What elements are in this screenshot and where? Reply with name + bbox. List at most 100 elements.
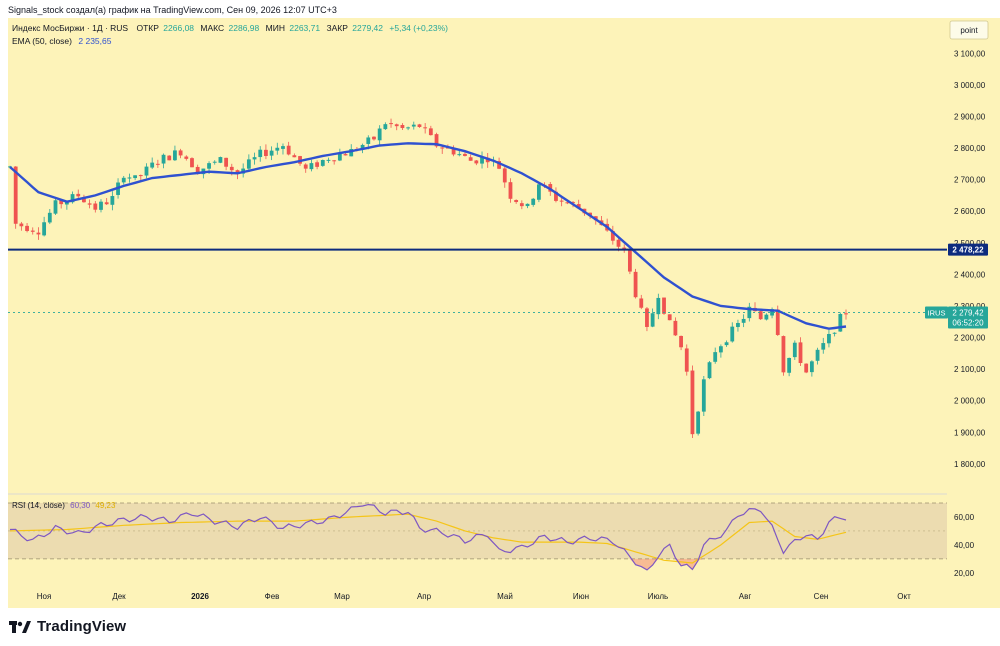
- candle-body: [190, 158, 194, 168]
- time-tick-label: Апр: [417, 592, 432, 601]
- candle-body: [292, 155, 297, 158]
- candle-body: [269, 150, 274, 156]
- candle-body: [417, 124, 422, 128]
- price-tick-label: 2 200,00: [954, 334, 986, 343]
- tradingview-brand: TradingView: [37, 618, 127, 635]
- candle-body: [821, 343, 826, 350]
- ticker-badge: [925, 306, 948, 319]
- publish-caption: Signals_stock создал(а) график на Tradin…: [8, 5, 337, 15]
- time-axis-labels: Ноя Дек 2026 Фев Мар Апр Май Июн Июль Авг Сен Окт: [37, 592, 911, 601]
- candle-body: [360, 144, 365, 150]
- candle-body: [576, 204, 581, 209]
- ticker-badge-text: IRUS: [928, 308, 946, 317]
- candle-body: [610, 230, 615, 241]
- candle-body: [713, 352, 718, 362]
- candle-body: [787, 357, 792, 373]
- candle-body: [758, 311, 763, 320]
- legend-close-value: 2279,42: [352, 23, 383, 33]
- candle-body: [195, 166, 200, 175]
- candle-body: [838, 314, 843, 332]
- candle-body: [30, 230, 35, 232]
- chart-svg[interactable]: 3 100,00 3 000,00 2 900,00 2 800,00 2 700,00…: [0, 18, 1000, 608]
- price-axis-ticks: 3 100,00 3 000,00 2 900,00 2 800,00 2 700,00…: [954, 49, 986, 469]
- candle-body: [565, 202, 570, 204]
- candle-body: [531, 198, 536, 205]
- candle-body: [42, 222, 47, 236]
- candle-body: [258, 149, 263, 158]
- price-tick-label: 2 600,00: [954, 207, 986, 216]
- legend-change: +5,34 (+0,23%): [389, 23, 448, 33]
- ema-line: [9, 142, 847, 330]
- candle-body: [559, 200, 564, 202]
- candle-body: [343, 154, 348, 156]
- candle-body: [792, 342, 797, 358]
- legend-row-main: Индекс МосБиржи · 1Д · RUS ОТКР 2266,08 …: [12, 23, 448, 33]
- price-tick-label: 2 700,00: [954, 176, 986, 185]
- price-tick-label: 2 100,00: [954, 365, 986, 374]
- legend-open-label: ОТКР: [136, 23, 159, 33]
- candle-body: [804, 363, 809, 373]
- rsi-axis-ticks: 60,00 40,00 20,00: [954, 513, 975, 578]
- scale-mode-button[interactable]: [949, 20, 989, 40]
- rsi-oversold-fill: [686, 558, 693, 570]
- time-tick-label: Ноя: [37, 592, 52, 601]
- price-tick-label: 2 800,00: [954, 144, 986, 153]
- time-tick-label: Сен: [814, 592, 829, 601]
- candle-body: [229, 166, 234, 171]
- candle-body: [844, 313, 848, 315]
- legend-ema-label: EMA (50, close): [12, 36, 72, 46]
- candle-body: [554, 191, 558, 201]
- candle-body: [667, 314, 672, 321]
- candle-body: [212, 161, 217, 163]
- candle-body: [468, 157, 473, 161]
- candle-body: [701, 379, 706, 412]
- time-tick-label: Фев: [265, 592, 280, 601]
- price-tick-label: 1 800,00: [954, 460, 986, 469]
- candle-body: [326, 159, 331, 161]
- candle-body: [684, 348, 689, 372]
- candle-body: [337, 153, 342, 161]
- candle-body: [155, 163, 160, 165]
- candle-body: [349, 149, 354, 157]
- candle-body: [497, 161, 501, 169]
- chart-frame[interactable]: 3 100,00 3 000,00 2 900,00 2 800,00 2 700,00…: [0, 18, 1000, 608]
- candle-body: [19, 223, 24, 227]
- candle-body: [736, 322, 740, 328]
- candle-body: [764, 314, 769, 320]
- candle-body: [332, 160, 337, 162]
- candle-body: [207, 163, 211, 169]
- time-axis[interactable]: [8, 585, 947, 608]
- candle-body: [99, 201, 103, 210]
- price-pane[interactable]: [8, 18, 947, 493]
- candle-body: [707, 362, 712, 379]
- candle-body: [264, 149, 268, 156]
- candle-body: [508, 182, 513, 199]
- candle-body: [133, 175, 138, 179]
- price-badge-text: 2 279,42: [952, 308, 984, 317]
- candle-body: [104, 202, 109, 205]
- price-tick-label: 3 000,00: [954, 81, 986, 90]
- candle-body: [389, 123, 393, 125]
- candle-body: [662, 297, 666, 314]
- candle-body: [406, 127, 410, 129]
- time-tick-label: Дек: [112, 592, 126, 601]
- legend-high-value: 2286,98: [229, 23, 260, 33]
- price-badge: [948, 306, 988, 329]
- candle-body: [781, 336, 786, 373]
- candle-body: [514, 200, 519, 203]
- price-tick-label: 2 900,00: [954, 112, 986, 121]
- legend-ema-value: 2 235,65: [78, 36, 111, 46]
- candle-body: [440, 147, 445, 149]
- candle-body: [70, 194, 75, 203]
- candle-body: [286, 145, 291, 155]
- candle-body: [536, 184, 541, 200]
- rsi-oversold-fill: [646, 558, 653, 570]
- candle-body: [150, 162, 155, 168]
- tradingview-logo[interactable]: TradingView: [9, 618, 126, 635]
- candle-body: [730, 326, 735, 342]
- legend-rsi-value: 60,30: [70, 501, 91, 510]
- candle-body: [82, 197, 86, 203]
- candle-body: [519, 203, 524, 207]
- legend-close-label: ЗАКР: [326, 23, 348, 33]
- candle-body: [178, 150, 183, 156]
